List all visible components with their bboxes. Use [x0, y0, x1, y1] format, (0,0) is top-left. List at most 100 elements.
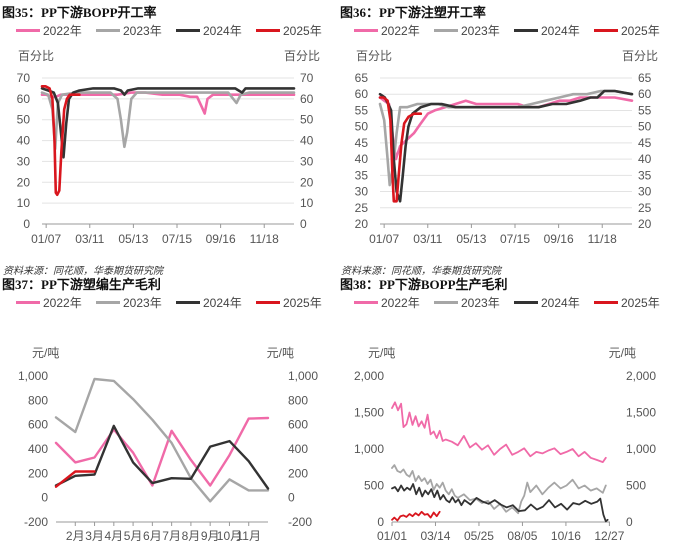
legend-swatch: [256, 301, 280, 305]
x-tick-label: 12/27: [594, 529, 624, 543]
x-tick-label: 09/16: [206, 232, 236, 246]
y-tick-label-left: 0: [41, 491, 48, 505]
series-line-2025: [54, 470, 96, 488]
series-line-2023: [54, 377, 270, 503]
legend-item-2022: 2022年: [354, 295, 420, 311]
chart-legend: 2022年 2023年 2024年 2025年: [16, 23, 336, 39]
legend-swatch: [594, 29, 618, 33]
x-tick-label: 3月: [85, 529, 104, 543]
series-line-2025: [378, 96, 423, 203]
y-tick-label-left: 70: [17, 71, 31, 85]
y-tick-label-right: 70: [300, 71, 314, 85]
y-tick-label-left: 50: [355, 120, 369, 134]
y-tick-label-right: 30: [300, 154, 314, 168]
line-chart-svg: 0 0 10 10 20 20 30 30 40 40 50 50 60 60 70 70 百分比 百分比 01/0…: [17, 49, 320, 246]
y-tick-label-left: 65: [355, 71, 369, 85]
y-tick-label-right: 10: [300, 196, 314, 210]
y-tick-label-left: 50: [17, 113, 31, 127]
series-line-2024: [378, 89, 634, 203]
x-tick-label: 01/01: [377, 529, 407, 543]
y-tick-label-left: 45: [355, 136, 369, 150]
y-axis-unit-right: 百分比: [622, 49, 658, 63]
x-tick-label: 5月: [124, 529, 143, 543]
x-tick-label: 07/15: [162, 232, 192, 246]
y-tick-label-right: 50: [638, 120, 652, 134]
y-axis-unit-right: 百分比: [284, 49, 320, 63]
y-axis-unit-left: 百分比: [356, 49, 392, 63]
legend-item-2024: 2024年: [176, 295, 242, 311]
y-tick-label-left: 600: [28, 418, 48, 432]
series-line-2024: [391, 483, 609, 523]
x-tick-label: 03/14: [420, 529, 450, 543]
source-note: 资料来源：同花顺，华泰期货研究院: [341, 266, 501, 277]
y-tick-label-left: 60: [355, 87, 369, 101]
legend-swatch: [594, 301, 618, 305]
y-tick-label-right: 500: [626, 479, 646, 493]
legend-item-2023: 2023年: [96, 295, 162, 311]
y-tick-label-left: 1,000: [354, 442, 384, 456]
y-tick-label-left: 20: [17, 175, 31, 189]
y-tick-label-right: 0: [288, 491, 295, 505]
legend-item-2022: 2022年: [16, 23, 82, 39]
legend-swatch: [354, 301, 378, 305]
chart-title: 图38：PP下游BOPP生产毛利: [340, 277, 508, 292]
y-tick-label-right: 1,000: [626, 442, 656, 456]
y-tick-label-left: 60: [17, 92, 31, 106]
y-axis-unit-left: 百分比: [18, 49, 54, 63]
series-line-2022: [378, 96, 634, 161]
legend-item-2025: 2025年: [256, 23, 322, 39]
x-tick-label: 4月: [104, 529, 123, 543]
y-tick-label-right: 0: [300, 217, 307, 231]
x-tick-label: 6月: [143, 529, 162, 543]
y-tick-label-right: 60: [300, 92, 314, 106]
y-tick-label-right: 0: [626, 515, 633, 529]
y-tick-label-right: 55: [638, 103, 652, 117]
series-line-2023: [391, 464, 607, 515]
y-tick-label-right: 30: [638, 185, 652, 199]
y-tick-label-right: 25: [638, 201, 652, 215]
x-tick-label: 01/07: [31, 232, 61, 246]
legend-swatch: [434, 301, 458, 305]
legend-item-2024: 2024年: [176, 23, 242, 39]
y-tick-label-left: 0: [23, 217, 30, 231]
chart-panel-injection-rate: 图36：PP下游注塑开工率 2022年 2023年 2024年 2025年 20…: [338, 0, 675, 277]
x-tick-label: 10月: [217, 529, 242, 543]
x-tick-label: 05/25: [464, 529, 494, 543]
line-chart-svg: 20 20 25 25 30 30 35 35 40 40 45 45 50 50 55 55 60 60 65 65…: [355, 49, 658, 246]
y-tick-label-left: 0: [377, 515, 384, 529]
chart-legend: 2022年 2023年 2024年 2025年: [16, 295, 336, 311]
x-tick-label: 9月: [201, 529, 220, 543]
y-tick-label-left: 55: [355, 103, 369, 117]
series-line-2025: [391, 510, 441, 522]
x-tick-label: 11/18: [588, 232, 617, 246]
x-tick-label: 05/13: [118, 232, 148, 246]
x-tick-label: 01/07: [369, 232, 399, 246]
y-tick-label-left: 800: [28, 393, 48, 407]
y-tick-label-right: 20: [300, 175, 314, 189]
y-tick-label-right: 40: [300, 134, 314, 148]
legend-swatch: [16, 301, 40, 305]
legend-swatch: [354, 29, 378, 33]
x-tick-label: 09/16: [544, 232, 574, 246]
y-axis-unit-left: 元/吨: [32, 346, 59, 360]
y-tick-label-left: 25: [355, 201, 369, 215]
y-axis-unit-right: 元/吨: [267, 346, 294, 360]
y-tick-label-right: 1,000: [288, 369, 318, 383]
legend-swatch: [16, 29, 40, 33]
legend-swatch: [96, 29, 120, 33]
legend-item-2022: 2022年: [354, 23, 420, 39]
y-tick-label-right: 45: [638, 136, 652, 150]
chart-panel-woven-margin: 图37：PP下游塑编生产毛利 2022年 2023年 2024年 2025年 -…: [0, 272, 337, 544]
y-tick-label-right: 35: [638, 168, 652, 182]
legend-item-2025: 2025年: [594, 295, 660, 311]
legend-swatch: [176, 301, 200, 305]
legend-swatch: [256, 29, 280, 33]
legend-item-2022: 2022年: [16, 295, 82, 311]
y-tick-label-right: 400: [288, 442, 308, 456]
y-tick-label-right: 600: [288, 418, 308, 432]
legend-item-2024: 2024年: [514, 295, 580, 311]
y-tick-label-right: 20: [638, 217, 652, 231]
y-tick-label-left: 500: [364, 479, 384, 493]
chart-legend: 2022年 2023年 2024年 2025年: [354, 23, 674, 39]
y-tick-label-left: 20: [355, 217, 369, 231]
